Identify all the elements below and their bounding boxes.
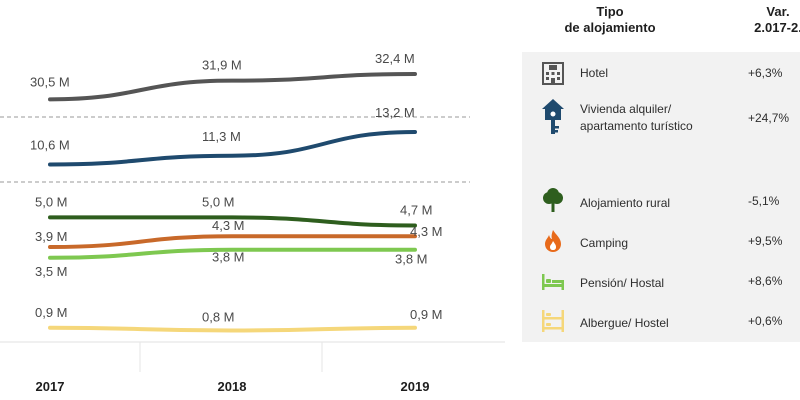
x-tick-label: 2017 [36, 379, 65, 394]
legend-variation: +6,3% [748, 66, 783, 80]
x-axis-ticks: 2017 2018 2019 [36, 342, 430, 394]
legend-label: Camping [580, 236, 629, 250]
variation-header-line2: 2.017-2. [754, 20, 800, 35]
legend-label: Hotel [580, 66, 609, 80]
data-label: 5,0 M [35, 194, 68, 209]
hotel-icon [542, 62, 564, 85]
series-line [48, 130, 417, 167]
series-line [48, 247, 417, 260]
variation-header: Var. 2.017-2. [738, 4, 800, 36]
legend-label: Vivienda alquiler/ [580, 102, 672, 116]
series-lines [48, 72, 417, 333]
variation-header-line1: Var. [766, 4, 790, 19]
bed-icon [542, 274, 564, 290]
series-line [48, 72, 417, 102]
bunk-bed-icon [542, 310, 564, 332]
series-line [48, 325, 417, 333]
data-label: 5,0 M [202, 194, 235, 209]
data-label: 3,8 M [212, 250, 245, 265]
data-label: 30,5 M [30, 74, 70, 89]
type-header-line2: de alojamiento [564, 20, 656, 35]
legend-variation: +0,6% [748, 314, 783, 328]
data-label: 3,5 M [35, 264, 68, 279]
fire-icon [545, 230, 561, 252]
type-header-line1: Tipo [596, 4, 624, 19]
data-label: 10,6 M [30, 138, 70, 153]
legend-variation: -5,1% [748, 194, 780, 208]
type-header: Tipo de alojamiento [540, 4, 680, 36]
legend-variation: +8,6% [748, 274, 783, 288]
legend-label-line2: apartamento turístico [580, 119, 693, 133]
x-tick-label: 2019 [401, 379, 430, 394]
data-label: 3,8 M [395, 252, 428, 267]
data-label: 13,2 M [375, 105, 415, 120]
legend-label: Pensión/ Hostal [580, 276, 665, 290]
legend-label: Albergue/ Hostel [580, 316, 669, 330]
line-chart: 30,5 M 31,9 M 32,4 M 10,6 M 11,3 M 13,2 M 5,0 … [0, 51, 505, 394]
data-label: 0,9 M [410, 307, 443, 322]
data-labels: 30,5 M 31,9 M 32,4 M 10,6 M 11,3 M 13,2 M 5,0 … [30, 51, 443, 324]
axis-break-lines [0, 116, 470, 183]
data-label: 4,3 M [212, 218, 245, 233]
legend-variation: +24,7% [748, 111, 790, 125]
x-tick-label: 2018 [218, 379, 247, 394]
house-key-icon [542, 99, 564, 134]
data-label: 11,3 M [202, 129, 241, 144]
data-label: 31,9 M [202, 58, 242, 73]
data-label: 0,8 M [202, 309, 235, 324]
legend-variation: +9,5% [748, 234, 783, 248]
data-label: 32,4 M [375, 51, 415, 66]
series-line [48, 234, 417, 249]
legend-label: Alojamiento rural [580, 196, 671, 210]
data-label: 0,9 M [35, 305, 68, 320]
data-label: 4,3 M [410, 224, 443, 239]
legend-table-background [522, 52, 800, 342]
series-line [48, 215, 417, 228]
data-label: 4,7 M [400, 202, 433, 217]
tree-icon [543, 188, 563, 212]
data-label: 3,9 M [35, 229, 68, 244]
